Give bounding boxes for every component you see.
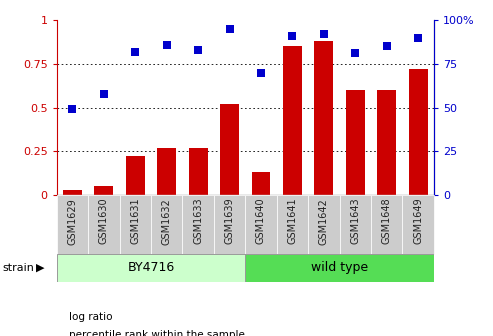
Point (320, 32, 328, 37)
Bar (402, 195, 434, 254)
Bar (251, 172, 270, 195)
Bar (63, 190, 82, 195)
Bar (189, 148, 208, 195)
Bar (245, 254, 434, 282)
Bar (126, 157, 145, 195)
Text: log ratio: log ratio (69, 311, 112, 322)
Text: GSM1631: GSM1631 (130, 198, 141, 245)
Bar (182, 195, 214, 254)
Point (383, 44, 390, 49)
Text: GSM1633: GSM1633 (193, 198, 203, 245)
Text: BY4716: BY4716 (127, 261, 175, 275)
Bar (409, 69, 427, 195)
Bar (371, 195, 402, 254)
Text: GSM1639: GSM1639 (224, 198, 235, 245)
Text: GSM1629: GSM1629 (68, 198, 77, 245)
Bar (220, 104, 239, 195)
Bar (94, 186, 113, 195)
Point (226, 26, 234, 32)
Bar (119, 195, 151, 254)
Bar (377, 90, 396, 195)
Text: GSM1640: GSM1640 (256, 198, 266, 245)
Bar (283, 46, 302, 195)
Text: GSM1648: GSM1648 (382, 198, 392, 245)
Point (194, 47, 202, 52)
Point (288, 33, 296, 39)
Bar (346, 90, 365, 195)
Point (100, 91, 108, 96)
Point (352, 51, 359, 56)
Bar (308, 195, 340, 254)
Text: ▶: ▶ (35, 263, 44, 273)
Bar (214, 195, 246, 254)
Bar (88, 195, 119, 254)
Text: GSM1643: GSM1643 (350, 198, 360, 245)
Text: wild type: wild type (311, 261, 368, 275)
Bar (277, 195, 308, 254)
Bar (315, 41, 333, 195)
Bar (157, 148, 176, 195)
Bar (340, 195, 371, 254)
Text: GSM1641: GSM1641 (287, 198, 297, 245)
Point (257, 70, 265, 75)
Bar (57, 195, 88, 254)
Text: GSM1632: GSM1632 (162, 198, 172, 245)
Text: percentile rank within the sample: percentile rank within the sample (69, 330, 245, 336)
Bar (151, 195, 182, 254)
Point (163, 42, 171, 47)
Point (414, 35, 422, 40)
Bar (57, 254, 245, 282)
Point (131, 49, 139, 54)
Text: GSM1649: GSM1649 (413, 198, 423, 245)
Point (69, 107, 76, 112)
Text: GSM1630: GSM1630 (99, 198, 109, 245)
Bar (245, 195, 277, 254)
Text: GSM1642: GSM1642 (319, 198, 329, 245)
Text: strain: strain (2, 263, 35, 273)
